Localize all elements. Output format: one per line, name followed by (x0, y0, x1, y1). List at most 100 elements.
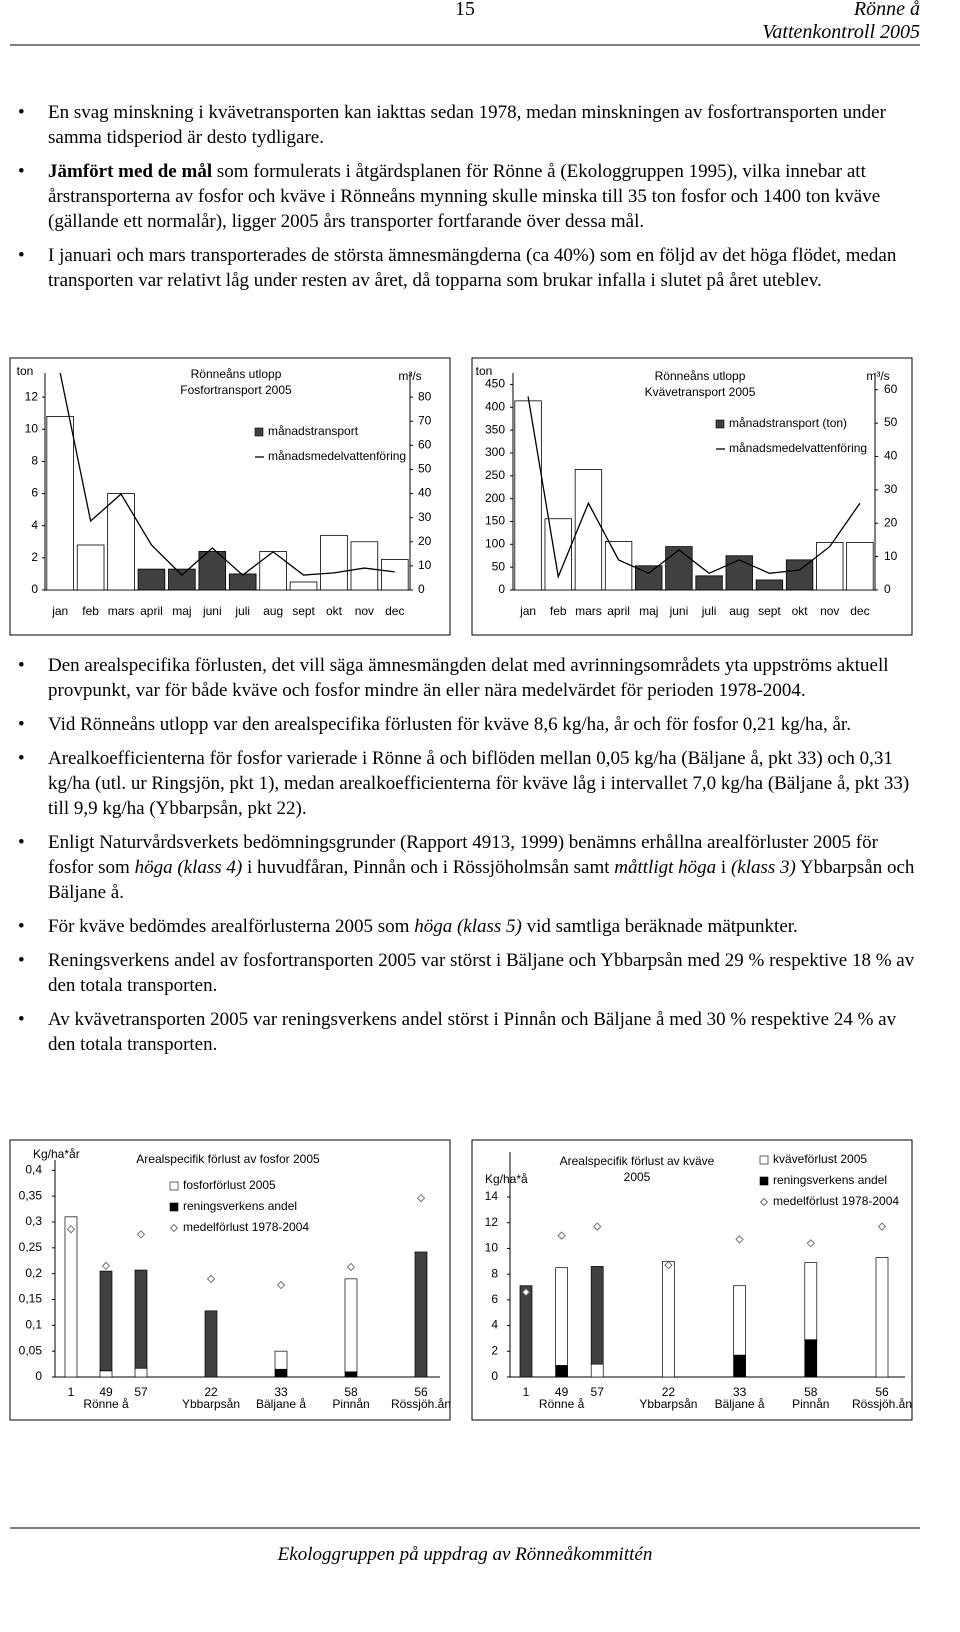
mean-point (557, 1231, 566, 1240)
x-tick-label: 49 (99, 1385, 113, 1399)
y-tick-label: 2 (491, 1343, 498, 1357)
y-tick-label: 10 (25, 421, 39, 435)
bar (137, 568, 166, 591)
bullet: • I januari och mars transporterades de s… (18, 243, 918, 293)
mean-point (206, 1274, 216, 1283)
y2-tick-label: 60 (418, 438, 432, 452)
y-tick-label: 6 (491, 1292, 498, 1306)
x-tick-label: 1 (68, 1385, 75, 1399)
y-tick-label: 0,35 (19, 1188, 43, 1202)
y-tick-label: 250 (485, 468, 505, 482)
bar (107, 493, 135, 591)
bullet-dot: • (18, 161, 25, 182)
mean-point (806, 1239, 815, 1248)
x-tick-label: jan (51, 604, 68, 618)
x-tick-label: juni (669, 604, 689, 618)
x-tick-label: jan (519, 604, 536, 618)
y-tick-label: 150 (485, 514, 505, 528)
bullet-dot: • (18, 102, 25, 123)
chart-title: Arealspecifik förlust av kväve (560, 1154, 715, 1168)
legend-label: kväveförlust 2005 (773, 1152, 867, 1166)
x-tick-label: maj (172, 604, 191, 618)
y2-tick-label: 0 (884, 582, 891, 596)
bar (46, 415, 74, 591)
y-tick-label: 0,05 (19, 1343, 43, 1357)
x-tick-label: april (140, 604, 163, 618)
bar-segment (804, 1262, 818, 1341)
x-tick-label: 57 (591, 1385, 605, 1399)
x-tick-label: sept (758, 604, 781, 618)
y-tick-label: 4 (31, 518, 38, 532)
x-tick-label: 49 (555, 1385, 569, 1399)
text-segment: Den arealspecifika förlusten, det vill s… (48, 655, 889, 701)
text-segment: För kväve bedömdes arealförlusterna 2005… (48, 916, 415, 937)
bar-segment (519, 1285, 533, 1378)
y-tick-label: 14 (485, 1189, 499, 1203)
y2-tick-label: 60 (884, 382, 898, 396)
legend-swatch (254, 427, 264, 437)
legend-marker (169, 1223, 179, 1233)
footer: Ekologgruppen på uppdrag av Rönneåkommit… (277, 1544, 653, 1565)
bullet-dot: • (18, 1009, 25, 1030)
bar-segment (134, 1367, 148, 1378)
y2-tick-label: 0 (418, 582, 425, 596)
y-tick-label: 0,3 (25, 1214, 42, 1228)
mean-point (735, 1235, 744, 1244)
y-tick-label: 8 (31, 454, 38, 468)
x-tick-label: feb (550, 604, 567, 618)
x-tick-label: maj (639, 604, 658, 618)
bar (604, 541, 633, 591)
bullet: • Arealkoefficienterna för fosfor variera… (18, 746, 918, 821)
x-sublabel: Ybbarpsån (639, 1397, 697, 1411)
mean-point (276, 1280, 286, 1290)
y-tick-label: 50 (492, 559, 506, 573)
bar (695, 575, 723, 591)
legend-label: reningsverkens andel (773, 1173, 887, 1187)
bar-segment (99, 1270, 113, 1372)
text-segment: Arealkoefficienterna för fosfor varierad… (48, 748, 910, 819)
y-tick-label: 12 (25, 389, 39, 403)
mean-point (136, 1230, 146, 1239)
bar-segment (555, 1365, 568, 1378)
legend-label: reningsverkens andel (183, 1199, 297, 1213)
y2-tick-label: 30 (884, 482, 898, 496)
text-segment: En svag minskning i kvävetransporten kan… (48, 102, 886, 148)
bar (168, 568, 196, 591)
bar (816, 542, 844, 591)
y-tick-label: 0 (31, 582, 38, 596)
bullet-dot: • (18, 832, 25, 853)
header-title: Rönne å (853, 0, 920, 20)
mean-point (346, 1262, 356, 1272)
x-tick-label: april (607, 604, 630, 618)
y-tick-label: 0,1 (25, 1318, 42, 1332)
mean-point (664, 1261, 673, 1270)
bullet-dot: • (18, 916, 25, 937)
y-tick-label: 10 (485, 1241, 499, 1255)
x-tick-label: feb (82, 604, 99, 618)
y-tick-label: 300 (485, 445, 505, 459)
bullet: • En svag minskning i kvävetransporten ka… (18, 100, 918, 150)
x-sublabel: Rönne å (539, 1397, 585, 1411)
bar (574, 468, 603, 591)
x-tick-label: 57 (134, 1385, 148, 1399)
bullet-dot: • (18, 245, 25, 266)
bullet: • Av kvävetransporten 2005 var reningsver… (18, 1007, 918, 1057)
y-tick-label: 0,4 (25, 1163, 42, 1177)
legend-swatch (169, 1181, 179, 1191)
text-segment: Av kvävetransporten 2005 var reningsverk… (48, 1009, 897, 1055)
legend-label: månadsmedelvattenföring (268, 449, 406, 463)
text-segment: måttligt höga (614, 857, 717, 878)
flow-line (527, 396, 861, 580)
legend-label: månadsmedelvattenföring (729, 441, 867, 455)
chart-title: Arealspecifik förlust av fosfor 2005 (136, 1152, 320, 1166)
legend-marker (759, 1197, 769, 1207)
legend-swatch (759, 1155, 769, 1165)
x-tick-label: 56 (875, 1385, 889, 1399)
bar-segment (344, 1278, 358, 1373)
bar-segment (344, 1371, 358, 1378)
x-tick-label: 33 (733, 1385, 747, 1399)
x-tick-label: 1 (523, 1385, 530, 1399)
bar-segment (99, 1370, 113, 1378)
x-tick-label: juni (202, 604, 222, 618)
